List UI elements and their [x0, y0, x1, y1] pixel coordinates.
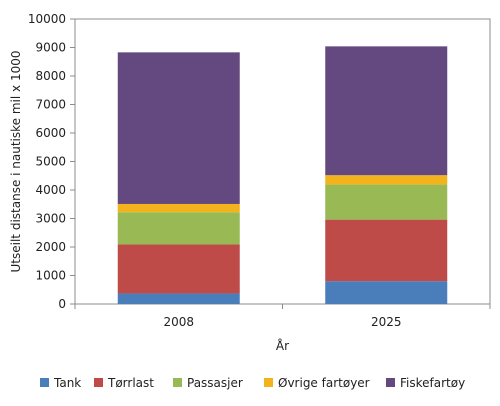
- bars: [117, 46, 448, 304]
- bar-segment-tank-2025: [325, 281, 448, 304]
- bar-segment-tank-2008: [117, 293, 240, 304]
- legend: Tank Tørrlast Passasjer Øvrige fartøyer Fisk…: [40, 376, 465, 390]
- legend-label: Tank: [53, 376, 81, 390]
- y-tick-label: 1000: [35, 269, 66, 283]
- x-tick-label: 2025: [371, 315, 402, 329]
- x-tick-label: 2008: [163, 315, 194, 329]
- bar-segment-øvrige-fartøyer-2025: [325, 175, 448, 185]
- bar-segment-tørrlast-2025: [325, 219, 448, 282]
- legend-label: Passasjer: [187, 376, 243, 390]
- bar-segment-passasjer-2008: [117, 212, 240, 245]
- bar-segment-tørrlast-2008: [117, 244, 240, 294]
- x-axis-ticks: 2008 2025: [74, 304, 491, 329]
- legend-swatch: [386, 378, 395, 387]
- legend-swatch: [173, 378, 182, 387]
- legend-swatch: [264, 378, 273, 387]
- y-tick-label: 0: [58, 297, 66, 311]
- y-tick-label: 8000: [35, 69, 66, 83]
- legend-swatch: [94, 378, 103, 387]
- y-tick-label: 10000: [28, 12, 66, 26]
- bar-segment-fiskefartøy-2025: [325, 46, 448, 176]
- bar-segment-passasjer-2025: [325, 184, 448, 220]
- y-tick-label: 6000: [35, 126, 66, 140]
- y-axis-title: Utseilt distanse i nautiske mil x 1000: [9, 51, 23, 273]
- y-tick-label: 3000: [35, 212, 66, 226]
- y-tick-label: 4000: [35, 183, 66, 197]
- legend-label: Øvrige fartøyer: [278, 376, 370, 390]
- y-tick-label: 5000: [35, 155, 66, 169]
- y-tick-label: 7000: [35, 98, 66, 112]
- legend-label: Fiskefartøy: [400, 376, 465, 390]
- bar-segment-øvrige-fartøyer-2008: [117, 203, 240, 213]
- legend-label: Tørrlast: [107, 376, 154, 390]
- y-tick-label: 9000: [35, 41, 66, 55]
- bar-segment-fiskefartøy-2008: [117, 52, 240, 204]
- y-tick-label: 2000: [35, 240, 66, 254]
- y-axis-ticks: 0 1000 2000 3000 4000 5000 6000 7000 8000 9000 100…: [28, 12, 75, 311]
- x-axis-title: År: [276, 338, 289, 353]
- legend-swatch: [40, 378, 49, 387]
